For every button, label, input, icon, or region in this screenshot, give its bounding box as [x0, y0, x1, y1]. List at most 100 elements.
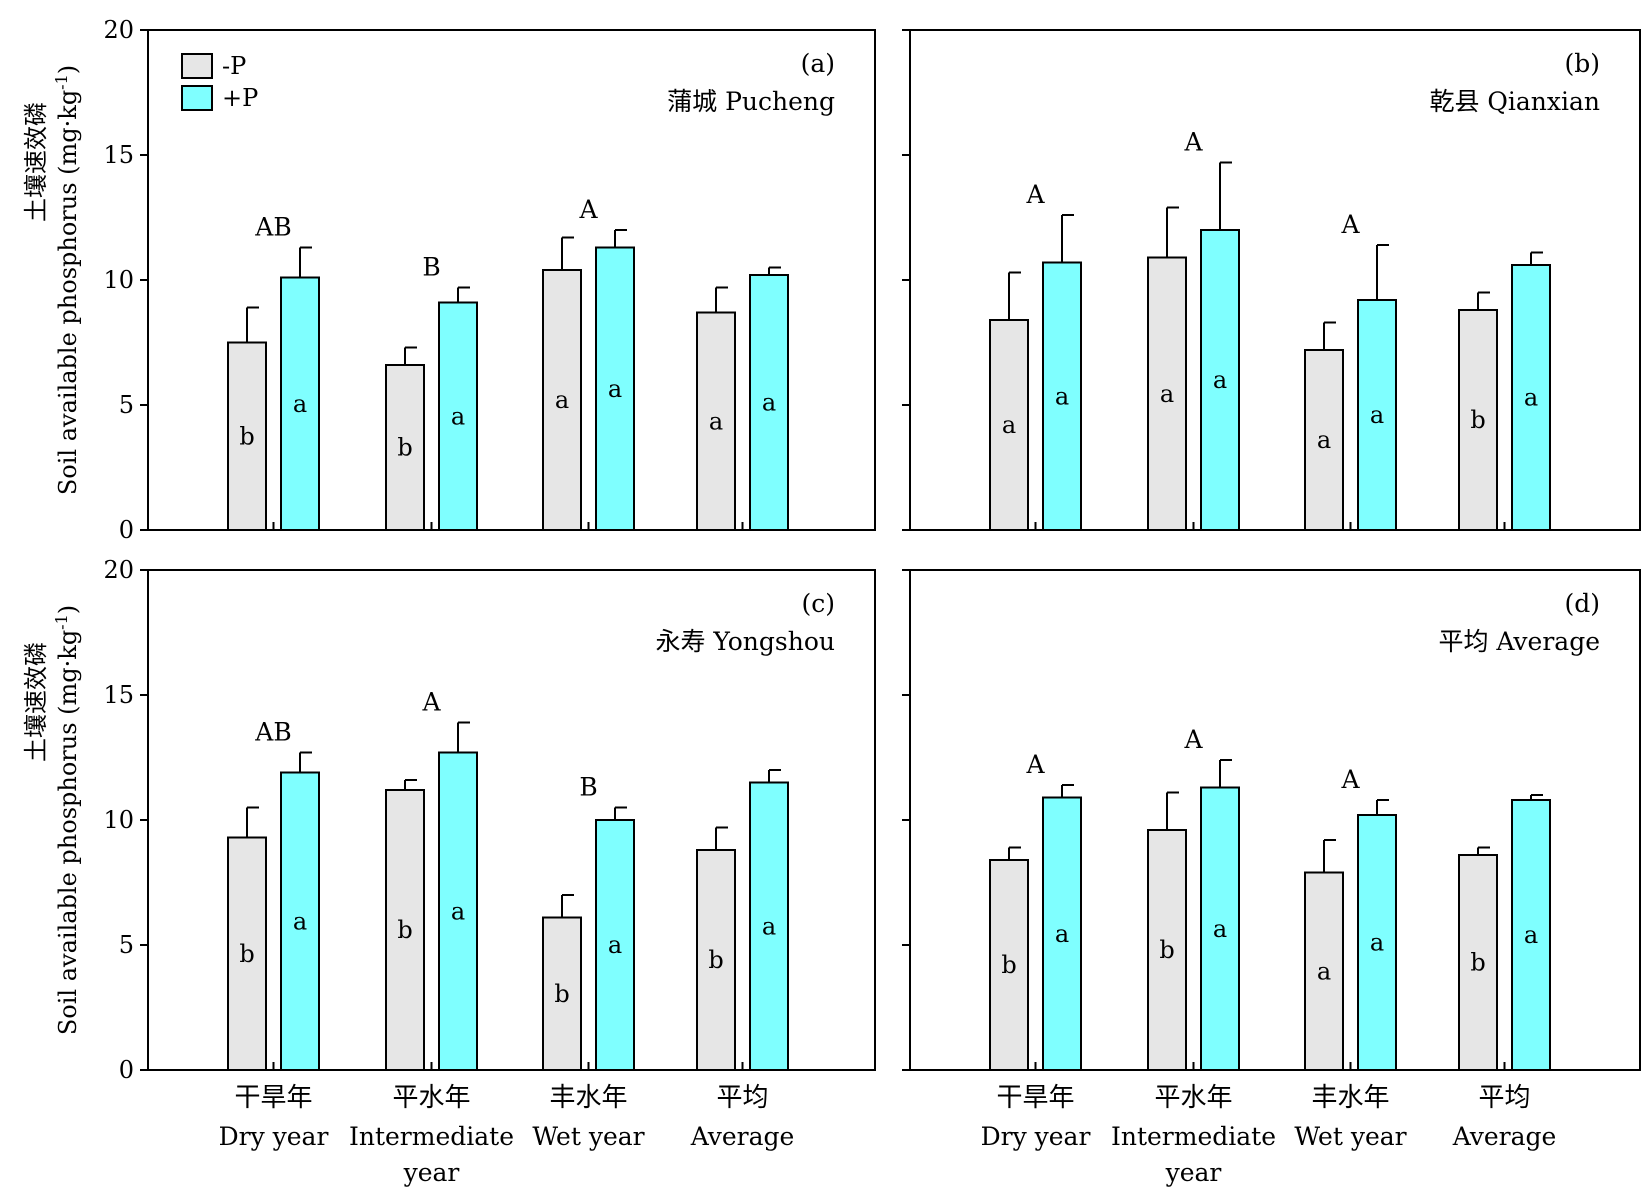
bar-letter: a [1524, 921, 1538, 949]
x-label-en: Average [690, 1122, 795, 1151]
y-axis-title-main: Soil available phosphorus (mg·kg [54, 630, 82, 1035]
legend: -P +P [181, 52, 258, 112]
x-label-en: Intermediate year [1111, 1122, 1276, 1187]
bar-minus-p [1147, 256, 1187, 531]
bar-letter: a [1370, 929, 1384, 957]
y-axis-title-cn: 土壤速效磷 [22, 642, 50, 762]
panel-title: 永寿 Yongshou [655, 627, 835, 656]
group-letter: A [1183, 725, 1203, 754]
group-letter: B [579, 773, 597, 802]
bar-plus-p [1042, 261, 1082, 531]
x-label-cn: 平水年 [392, 1083, 470, 1113]
bar-plus-p [1511, 264, 1551, 531]
bar-letter: a [451, 897, 465, 925]
panel-b: (b) 乾县 Qianxian a a Aa a Aa a Ab a [902, 29, 1641, 531]
legend-label: -P [222, 52, 246, 80]
bar-letter: b [397, 916, 412, 944]
y-axis-title-close: ) [54, 605, 82, 614]
bar-letter: b [708, 946, 723, 974]
group-letter: A [1340, 765, 1360, 794]
panel-a: 0 5 10 15 20 (a) 蒲城 Pucheng b a AB b a Ba a Aa a 土壤速效磷 So… [22, 16, 876, 544]
bar-letter: b [397, 434, 412, 462]
y-axis-title-sup: -1 [52, 74, 71, 90]
group-letter: A [1025, 750, 1045, 779]
x-label-en-line: year [1165, 1158, 1222, 1187]
bar-letter: a [1213, 915, 1227, 943]
y-axis-title-en: Soil available phosphorus (mg·kg-1) [52, 65, 82, 495]
y-tick-label: 5 [119, 931, 134, 959]
x-label-cn: 平均 [1478, 1083, 1530, 1113]
x-label-en: Wet year [1294, 1122, 1406, 1151]
bar-plus-p [1357, 299, 1397, 531]
x-label-cn: 干旱年 [996, 1083, 1074, 1113]
bar-letter: a [555, 386, 569, 414]
bar-plus-p [749, 781, 789, 1071]
bar-plus-p [438, 301, 478, 531]
panel-title: 平均 Average [1438, 627, 1600, 656]
group-letter: AB [254, 718, 291, 747]
x-label-en: Dry year [981, 1122, 1091, 1151]
bar-minus-p [989, 319, 1029, 531]
y-tick-label: 15 [103, 681, 134, 709]
bar-letter: a [1317, 957, 1331, 985]
bar-plus-p [438, 751, 478, 1071]
group-letter: A [421, 688, 441, 717]
y-tick-label: 5 [119, 391, 134, 419]
x-label-cn: 平水年 [1154, 1083, 1232, 1113]
bar-letter: a [1524, 384, 1538, 412]
bar-plus-p [1511, 799, 1551, 1071]
bar-plus-p [749, 274, 789, 531]
bar-letter: a [1002, 411, 1016, 439]
bar-letter: a [1317, 426, 1331, 454]
x-label-cn: 丰水年 [1311, 1083, 1389, 1113]
y-axis-title-sup: -1 [52, 614, 71, 630]
bar-minus-p [227, 341, 267, 531]
bar-plus-p [1200, 229, 1240, 531]
panel-label: (b) [1564, 49, 1600, 78]
bar-letter: b [1470, 406, 1485, 434]
bar-letter: a [293, 907, 307, 935]
y-tick-label: 0 [119, 516, 134, 544]
bar-letter: a [709, 407, 723, 435]
bar-plus-p [280, 771, 320, 1071]
bar-letter: a [1160, 380, 1174, 408]
legend-swatch [181, 85, 213, 111]
panel-title: 蒲城 Pucheng [667, 87, 835, 116]
y-axis-title-en: Soil available phosphorus (mg·kg-1) [52, 605, 82, 1035]
bar-letter: a [1055, 382, 1069, 410]
bar-letter: a [451, 402, 465, 430]
x-label-en-line: Intermediate [1111, 1122, 1276, 1151]
bar-minus-p [227, 836, 267, 1071]
group-letter: A [1183, 128, 1203, 157]
bar-plus-p [280, 276, 320, 531]
y-axis-title-cn: 土壤速效磷 [22, 102, 50, 222]
panel-d: (d) 平均 Average b a A 干旱年 Dry year b a A 平水年 Interme… [902, 569, 1641, 1187]
panel-title: 乾县 Qianxian [1429, 87, 1600, 116]
bar-plus-p [595, 246, 635, 531]
legend-swatch [181, 53, 213, 79]
bar-minus-p [385, 364, 425, 531]
y-tick-label: 0 [119, 1056, 134, 1084]
bar-letter: a [293, 390, 307, 418]
bar-letter: b [239, 422, 254, 450]
bar-minus-p [1458, 309, 1498, 531]
bar-letter: a [608, 931, 622, 959]
panel-label: (d) [1564, 589, 1600, 618]
bar-letter: a [762, 912, 776, 940]
bar-plus-p [1200, 786, 1240, 1071]
bar-minus-p [542, 269, 582, 531]
x-label-cn: 干旱年 [234, 1083, 312, 1113]
bar-letter: b [1001, 951, 1016, 979]
x-label-en-line: year [403, 1158, 460, 1187]
x-label-cn: 平均 [716, 1083, 768, 1113]
bar-minus-p [1304, 871, 1344, 1071]
bar-minus-p [696, 849, 736, 1071]
bar-letter: b [554, 980, 569, 1008]
bar-letter: a [1213, 366, 1227, 394]
y-tick-label: 20 [103, 556, 134, 584]
bar-minus-p [989, 859, 1029, 1071]
bar-letter: b [239, 940, 254, 968]
legend-label: +P [222, 84, 258, 112]
